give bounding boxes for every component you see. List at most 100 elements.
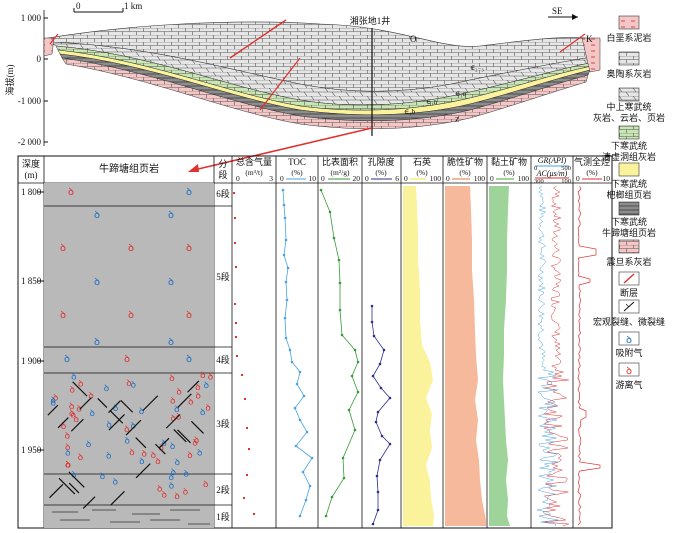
fault-line xyxy=(259,57,301,111)
svg-text:ꝺ: ꝺ xyxy=(186,187,192,198)
gas-symbol: ꝺ xyxy=(184,470,189,480)
ssa-point xyxy=(332,236,336,240)
sinian-limestone-layer xyxy=(61,57,589,130)
toc-point xyxy=(298,514,302,518)
fracture-line xyxy=(142,395,159,412)
depth-tick: 1 950 xyxy=(21,445,42,455)
porosity-point xyxy=(379,386,383,390)
fracture-line xyxy=(79,397,92,410)
toc-point xyxy=(301,470,305,474)
segment-1: 1段 xyxy=(216,511,230,522)
legend-adsorbed: 吸附气 xyxy=(615,347,642,358)
gas-symbol: ꝺ xyxy=(65,460,70,470)
svg-text:500: 500 xyxy=(561,165,571,172)
svg-text:100: 100 xyxy=(518,174,530,183)
svg-text:ꝺ: ꝺ xyxy=(186,243,192,254)
gas-symbol: ꝺ xyxy=(100,472,105,482)
gas-symbol: ꝺ xyxy=(162,490,167,500)
ssa-curve xyxy=(320,189,359,517)
svg-text:0: 0 xyxy=(321,174,325,183)
gas-content-points xyxy=(233,192,255,515)
gas-symbol: ꝺ xyxy=(157,484,162,494)
fracture-line xyxy=(58,477,76,495)
fracture-line xyxy=(70,418,84,432)
toc-point xyxy=(284,336,288,340)
gas-symbol: ꝺ xyxy=(151,451,156,461)
toc-curve xyxy=(282,189,313,517)
header-gas-log-2: (%) xyxy=(586,168,598,177)
toc-point xyxy=(298,370,302,374)
svg-text:ꝺ: ꝺ xyxy=(128,243,134,254)
gas-symbol: ꝺ xyxy=(192,439,197,449)
porosity-point xyxy=(371,374,375,378)
gas-symbol: ꝺ xyxy=(69,402,74,412)
gas-symbol: ꝺ xyxy=(200,408,205,418)
gas-symbol: ꝺ xyxy=(171,468,176,478)
fracture-line xyxy=(187,380,200,393)
svg-text:10: 10 xyxy=(309,174,317,183)
toc-point xyxy=(282,253,286,257)
gas-symbol: ꝺ xyxy=(195,383,200,393)
legend-cretaceous: 白垩系泥岩 xyxy=(606,32,651,43)
porosity-point xyxy=(380,434,384,438)
fracture-line xyxy=(135,463,151,479)
gas-symbol: ꝺ xyxy=(158,444,163,454)
header-ssa-1: 比表面积 xyxy=(322,156,358,167)
gas-symbol: ꝺ xyxy=(71,373,76,383)
gas-symbol: ꝺ xyxy=(78,380,83,390)
ssa-point xyxy=(340,333,344,337)
header-brittle-2: (%) xyxy=(459,168,471,177)
header-segment-2: 段 xyxy=(218,169,227,180)
depth-tick: 1 800 xyxy=(21,187,42,197)
scale-bar: 0 1 km xyxy=(73,1,142,13)
ssa-point xyxy=(342,476,346,480)
fracture-line xyxy=(49,483,64,499)
svg-text:0: 0 xyxy=(576,174,580,183)
gas-symbol: ꝺ xyxy=(73,415,78,425)
svg-text:ꝺ: ꝺ xyxy=(64,354,70,365)
porosity-point xyxy=(382,348,386,352)
toc-point xyxy=(310,456,314,460)
gas-symbol: ꝺ xyxy=(169,374,174,384)
gas-symbols: ꝺ ꝺ ꝺ ꝺ ꝺ ꝺ ꝺ ꝺ ꝺ ꝺ ꝺ ꝺ ꝺ ꝺ ꝺ ꝺ ꝺ xyxy=(60,187,192,365)
legend-ordovician: 奥陶系灰岩 xyxy=(606,68,651,79)
lithology-column: ꝺ ꝺ ꝺ ꝺ ꝺ ꝺ ꝺ ꝺ ꝺ ꝺ ꝺ ꝺ ꝺ ꝺ ꝺ ꝺ ꝺ ꝺꝺꝺꝺꝺꝺ… xyxy=(44,183,232,528)
pointer-arrow xyxy=(193,127,373,171)
svg-text:0: 0 xyxy=(365,174,369,183)
fracture-line xyxy=(82,496,96,509)
fracture-line xyxy=(173,428,187,443)
unit-label-e1q: ∈₁q xyxy=(455,90,467,98)
porosity-point xyxy=(370,320,374,324)
gas-symbol: ꝺ xyxy=(131,421,136,431)
fracture-line xyxy=(120,399,134,413)
svg-text:ꝺ: ꝺ xyxy=(186,354,192,365)
gas-symbol: ꝺ xyxy=(205,403,210,413)
gas-symbol: ꝺ xyxy=(50,396,55,406)
header-porosity-1: 孔隙度 xyxy=(367,156,394,167)
legend-balang-2: 杷榔组页岩 xyxy=(606,189,651,200)
svg-text:100: 100 xyxy=(561,178,571,185)
gas-symbol: ꝺ xyxy=(129,448,134,458)
cross-section: 海拔(m) 1 000 0 -1 000 -2 000 0 1 km SE xyxy=(4,1,601,172)
svg-text:SE: SE xyxy=(552,6,563,16)
gas-symbol: ꝺ xyxy=(89,409,94,419)
gas-symbol: ꝺ xyxy=(69,409,74,419)
fault-icon xyxy=(623,273,635,284)
gas-symbol: ꝺ xyxy=(78,453,83,463)
orientation-arrow: SE xyxy=(548,6,578,20)
gas-symbol: ꝺ xyxy=(88,391,93,401)
header-gas-log-1: 气测全烃 xyxy=(574,156,610,167)
header-clay-2: (%) xyxy=(503,168,515,177)
header-lithology: 牛蹄塘组页岩 xyxy=(99,162,159,175)
gas-symbol: ꝺ xyxy=(204,381,209,391)
svg-text:ꝺ: ꝺ xyxy=(168,210,174,221)
fault-line xyxy=(559,33,586,53)
legend-mid-upper-cambrian-1: 中上寒武统 xyxy=(606,101,651,112)
ssa-point xyxy=(347,408,351,412)
unit-label-e1n: ∈₁n xyxy=(426,98,438,106)
gas-symbol: ꝺ xyxy=(169,473,174,483)
gas-symbol: ꝺ xyxy=(53,393,58,403)
toc-point xyxy=(294,444,298,448)
y-tick: -1 000 xyxy=(18,96,42,106)
segment-labels: 6段 5段 4段 3段 2段 1段 xyxy=(216,188,230,522)
